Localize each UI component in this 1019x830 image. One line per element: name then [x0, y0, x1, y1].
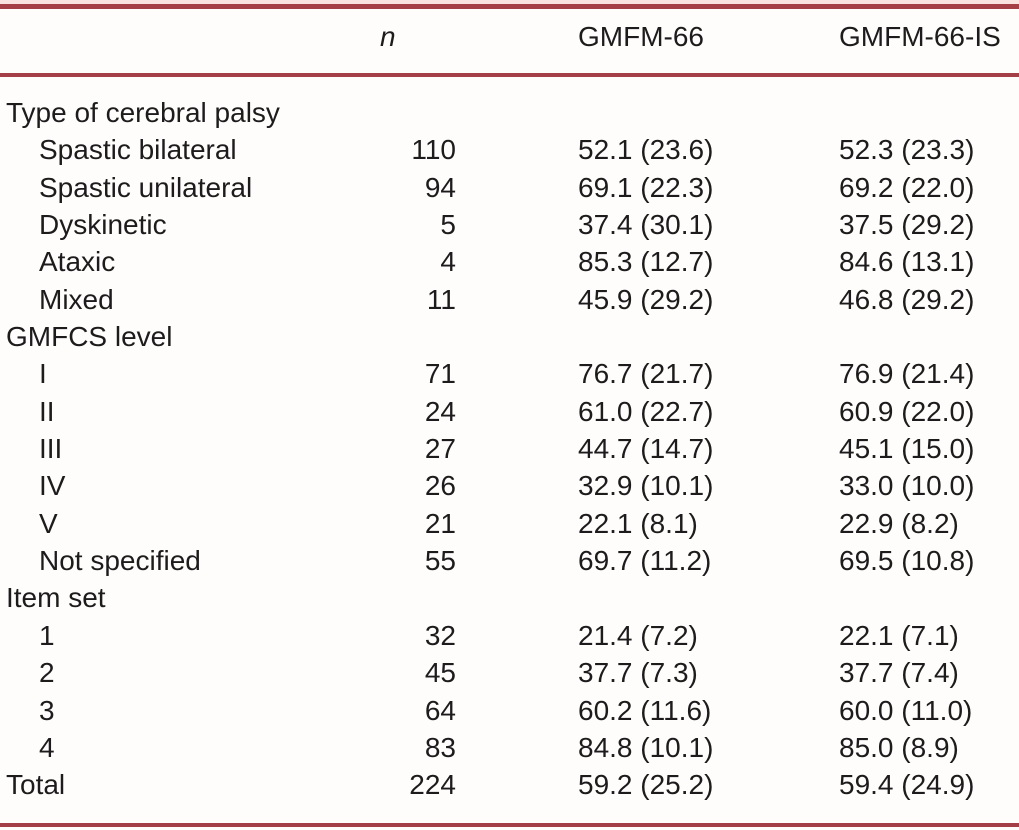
cell-gmfm66is: 45.1 (15.0): [839, 433, 975, 465]
section-label: Item set: [6, 582, 106, 614]
table-body: Type of cerebral palsy Spastic bilateral…: [0, 94, 1019, 804]
cell-gmfm66is: 59.4 (24.9): [839, 769, 975, 801]
cell-n: 24: [424, 395, 456, 427]
table-row: IV 26 32.9 (10.1) 33.0 (10.0): [0, 467, 1019, 504]
table-row: I 71 76.7 (21.7) 76.9 (21.4): [0, 355, 1019, 392]
table-row: Spastic bilateral 110 52.1 (23.6) 52.3 (…: [0, 131, 1019, 168]
cell-n: 83: [424, 731, 456, 763]
row-label: Total: [6, 769, 66, 801]
col-header-gmfm66is: GMFM-66-IS: [839, 21, 1001, 52]
table-row: 4 83 84.8 (10.1) 85.0 (8.9): [0, 729, 1019, 766]
cell-gmfm66is: 84.6 (13.1): [839, 246, 975, 278]
row-label: Mixed: [39, 283, 114, 315]
table-header-row: n GMFM-66 GMFM-66-IS: [0, 18, 1019, 56]
row-label: Dyskinetic: [39, 209, 167, 241]
cell-gmfm66: 37.4 (30.1): [578, 209, 714, 241]
col-header-n: n: [380, 21, 396, 52]
row-label: Not specified: [39, 545, 201, 577]
cell-gmfm66is: 60.9 (22.0): [839, 395, 975, 427]
table-row-section: Type of cerebral palsy: [0, 94, 1019, 131]
row-label: 3: [39, 694, 55, 726]
cell-gmfm66: 45.9 (29.2): [578, 283, 714, 315]
row-label: Spastic bilateral: [39, 134, 237, 166]
cell-n: 64: [424, 694, 456, 726]
cell-gmfm66is: 46.8 (29.2): [839, 283, 975, 315]
table-row: 1 32 21.4 (7.2) 22.1 (7.1): [0, 617, 1019, 654]
cell-gmfm66is: 85.0 (8.9): [839, 731, 959, 763]
table-top-rule: [0, 4, 1019, 9]
row-label: III: [39, 433, 63, 465]
table-row: 3 64 60.2 (11.6) 60.0 (11.0): [0, 692, 1019, 729]
cell-n: 5: [440, 209, 456, 241]
cell-n: 27: [424, 433, 456, 465]
table-row: Mixed 11 45.9 (29.2) 46.8 (29.2): [0, 281, 1019, 318]
cell-gmfm66is: 60.0 (11.0): [839, 694, 973, 726]
cell-gmfm66is: 76.9 (21.4): [839, 358, 975, 390]
cell-gmfm66: 60.2 (11.6): [578, 694, 712, 726]
cell-gmfm66is: 69.2 (22.0): [839, 171, 975, 203]
cell-gmfm66: 76.7 (21.7): [578, 358, 714, 390]
cell-n: 224: [409, 769, 456, 801]
table-row: Ataxic 4 85.3 (12.7) 84.6 (13.1): [0, 243, 1019, 280]
cell-gmfm66is: 37.5 (29.2): [839, 209, 975, 241]
cell-n: 110: [411, 134, 456, 166]
cell-gmfm66: 59.2 (25.2): [578, 769, 714, 801]
cell-gmfm66: 37.7 (7.3): [578, 657, 698, 689]
cell-gmfm66is: 22.9 (8.2): [839, 507, 959, 539]
col-header-gmfm66: GMFM-66: [578, 21, 704, 52]
row-label: IV: [39, 470, 66, 502]
table-row: V 21 22.1 (8.1) 22.9 (8.2): [0, 505, 1019, 542]
cell-gmfm66: 69.1 (22.3): [578, 171, 714, 203]
table-row: Not specified 55 69.7 (11.2) 69.5 (10.8): [0, 542, 1019, 579]
header-divider-rule: [0, 73, 1019, 77]
cell-gmfm66is: 37.7 (7.4): [839, 657, 959, 689]
cell-gmfm66: 61.0 (22.7): [578, 395, 714, 427]
section-label: Type of cerebral palsy: [6, 97, 280, 128]
cell-n: 21: [424, 507, 456, 539]
table-row: Dyskinetic 5 37.4 (30.1) 37.5 (29.2): [0, 206, 1019, 243]
cell-gmfm66: 52.1 (23.6): [578, 134, 714, 166]
cell-n: 26: [424, 470, 456, 502]
row-label: Ataxic: [39, 246, 116, 278]
row-label: V: [39, 507, 58, 539]
cell-n: 4: [440, 246, 456, 278]
table-row: Spastic unilateral 94 69.1 (22.3) 69.2 (…: [0, 169, 1019, 206]
cell-n: 55: [424, 545, 456, 577]
table-row-section: Item set: [0, 579, 1019, 616]
table-row: III 27 44.7 (14.7) 45.1 (15.0): [0, 430, 1019, 467]
cell-gmfm66: 44.7 (14.7): [578, 433, 714, 465]
cell-n: 94: [424, 171, 456, 203]
table-row: II 24 61.0 (22.7) 60.9 (22.0): [0, 393, 1019, 430]
row-label: Spastic unilateral: [39, 171, 253, 203]
cell-n: 71: [424, 358, 456, 390]
cell-gmfm66: 85.3 (12.7): [578, 246, 714, 278]
row-label: 4: [39, 731, 55, 763]
section-label: GMFCS level: [6, 321, 173, 353]
row-label: 1: [39, 619, 55, 651]
cell-n: 11: [426, 283, 456, 315]
row-label: I: [39, 358, 47, 390]
row-label: 2: [39, 657, 55, 689]
table-bottom-rule: [0, 823, 1019, 827]
cell-gmfm66: 22.1 (8.1): [578, 507, 698, 539]
table-row: 2 45 37.7 (7.3) 37.7 (7.4): [0, 654, 1019, 691]
cell-gmfm66is: 69.5 (10.8): [839, 545, 975, 577]
table-row-total: Total 224 59.2 (25.2) 59.4 (24.9): [0, 766, 1019, 803]
cell-gmfm66: 69.7 (11.2): [578, 545, 712, 577]
cell-gmfm66: 84.8 (10.1): [578, 731, 714, 763]
cell-gmfm66is: 52.3 (23.3): [839, 134, 975, 166]
cell-gmfm66is: 33.0 (10.0): [839, 470, 975, 502]
cell-n: 32: [424, 619, 456, 651]
row-label: II: [39, 395, 55, 427]
cell-gmfm66is: 22.1 (7.1): [839, 619, 959, 651]
table-row-section: GMFCS level: [0, 318, 1019, 355]
cell-gmfm66: 21.4 (7.2): [578, 619, 698, 651]
cell-gmfm66: 32.9 (10.1): [578, 470, 714, 502]
cell-n: 45: [424, 657, 456, 689]
page-top-strip: [0, 0, 1019, 4]
